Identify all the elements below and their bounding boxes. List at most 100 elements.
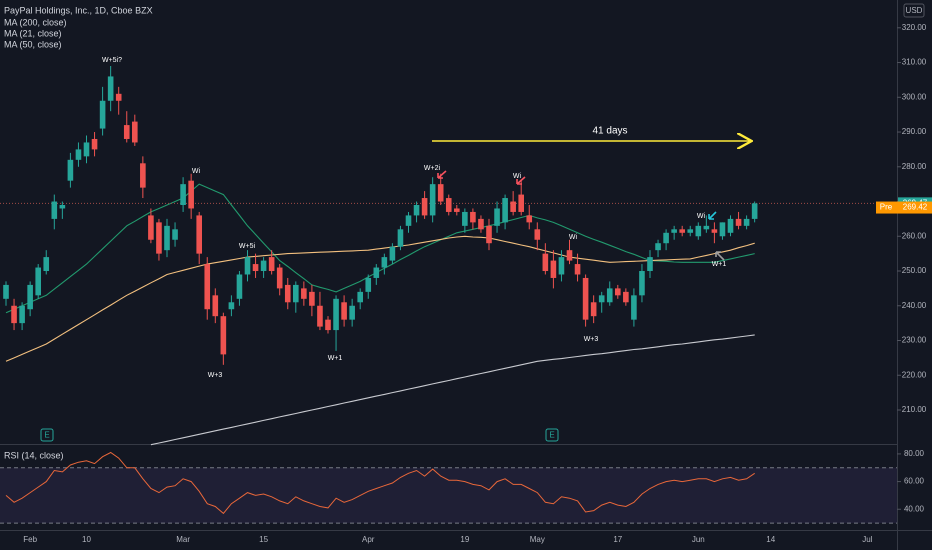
candle-body xyxy=(43,257,50,272)
candle-body xyxy=(91,138,98,150)
candle-body xyxy=(212,295,219,317)
candle-body xyxy=(357,291,363,303)
y-tick-label: 320.00 xyxy=(902,23,927,32)
candle-body xyxy=(623,291,629,303)
x-tick-label: 15 xyxy=(259,535,268,544)
candle-body xyxy=(687,229,694,233)
candle-body xyxy=(180,184,186,205)
candle-body xyxy=(341,302,347,320)
candle-body xyxy=(115,93,122,101)
candle-body xyxy=(67,159,74,181)
candle-body xyxy=(711,229,718,233)
candle-body xyxy=(518,194,524,212)
candle-body xyxy=(606,288,613,303)
candle-body xyxy=(647,257,653,272)
candle-body xyxy=(534,229,541,240)
candle-body xyxy=(663,232,669,244)
wave-label: W+5i? xyxy=(102,57,122,64)
marks: 210.00220.00230.00240.00250.00260.00270.… xyxy=(0,23,932,544)
candle-body xyxy=(413,204,420,216)
candle-body xyxy=(301,288,307,299)
candle-body xyxy=(558,257,565,275)
candle-body xyxy=(172,229,178,240)
candle-body xyxy=(381,257,388,268)
candle-body xyxy=(510,201,516,212)
candle-body xyxy=(333,298,339,331)
y-tick-label: 240.00 xyxy=(902,301,927,310)
x-tick-label: May xyxy=(530,535,545,544)
candle-body xyxy=(204,264,211,310)
candle-body xyxy=(421,198,428,216)
earnings-icon xyxy=(40,428,54,442)
candle-body xyxy=(574,264,581,275)
candle-body xyxy=(83,142,90,157)
currency-box xyxy=(903,3,925,18)
y-tick-label: 220.00 xyxy=(902,370,927,379)
candle-body xyxy=(590,302,597,317)
red-arrow xyxy=(516,176,526,185)
candle-body xyxy=(325,319,331,331)
duration-label: 41 days xyxy=(592,126,627,137)
candle-body xyxy=(35,267,41,296)
rsi-line xyxy=(5,451,755,515)
candle-body xyxy=(156,222,162,254)
candle-body xyxy=(405,215,412,226)
candle-body xyxy=(19,305,25,324)
candle-body xyxy=(566,250,573,261)
y-tick-label: 230.00 xyxy=(902,336,927,345)
candle-body xyxy=(526,215,533,223)
candle-body xyxy=(236,274,243,299)
candle-body xyxy=(671,229,677,233)
earnings-label: E xyxy=(549,431,554,440)
candle-body xyxy=(639,271,645,296)
x-tick-label: Apr xyxy=(362,535,375,544)
candle-body xyxy=(751,203,758,219)
candle-body xyxy=(679,229,685,233)
candle-body xyxy=(140,163,146,188)
rsi-band xyxy=(0,467,897,524)
y-tick-label: 310.00 xyxy=(902,58,927,67)
candle-body xyxy=(123,125,130,139)
candle-body xyxy=(470,211,476,223)
candle-body xyxy=(615,288,621,296)
candle-body xyxy=(276,267,283,289)
teal-arrow xyxy=(708,211,717,220)
candle-body xyxy=(486,225,492,244)
candle-body xyxy=(317,305,323,327)
candle-body xyxy=(445,198,452,212)
candle-body xyxy=(284,284,291,303)
pre-tag-label: Pre xyxy=(880,203,893,212)
earnings-label: E xyxy=(44,431,49,440)
earnings-icon xyxy=(545,428,559,442)
moving-average xyxy=(5,235,755,362)
candle-body xyxy=(550,260,557,278)
candle-body xyxy=(494,208,500,226)
candle-body xyxy=(743,218,750,226)
candle-body xyxy=(244,257,251,275)
candle-body xyxy=(3,284,9,299)
wave-label: Wi xyxy=(192,168,201,175)
candle-body xyxy=(59,204,66,209)
candle-body xyxy=(188,180,194,209)
candle-body xyxy=(293,284,299,303)
moving-average xyxy=(5,183,755,314)
candle-body xyxy=(389,246,396,261)
candle-body xyxy=(349,305,355,320)
x-tick-label: 10 xyxy=(82,535,91,544)
candle-body xyxy=(228,302,235,310)
candle-body xyxy=(397,229,404,247)
candle-body xyxy=(99,100,106,129)
candle-body xyxy=(373,267,380,278)
candle-body xyxy=(309,291,315,306)
rsi-title: RSI (14, close) xyxy=(4,450,64,460)
wave-label: Wi xyxy=(513,173,522,180)
candle-body xyxy=(542,253,549,272)
candle-body xyxy=(631,295,637,320)
candle-body xyxy=(51,201,58,219)
legend-entry: MA (200, close) xyxy=(4,17,67,27)
wave-label: W+3 xyxy=(208,372,223,379)
x-tick-label: Feb xyxy=(23,535,37,544)
y-tick-label: 210.00 xyxy=(902,405,927,414)
x-tick-label: 17 xyxy=(613,535,622,544)
